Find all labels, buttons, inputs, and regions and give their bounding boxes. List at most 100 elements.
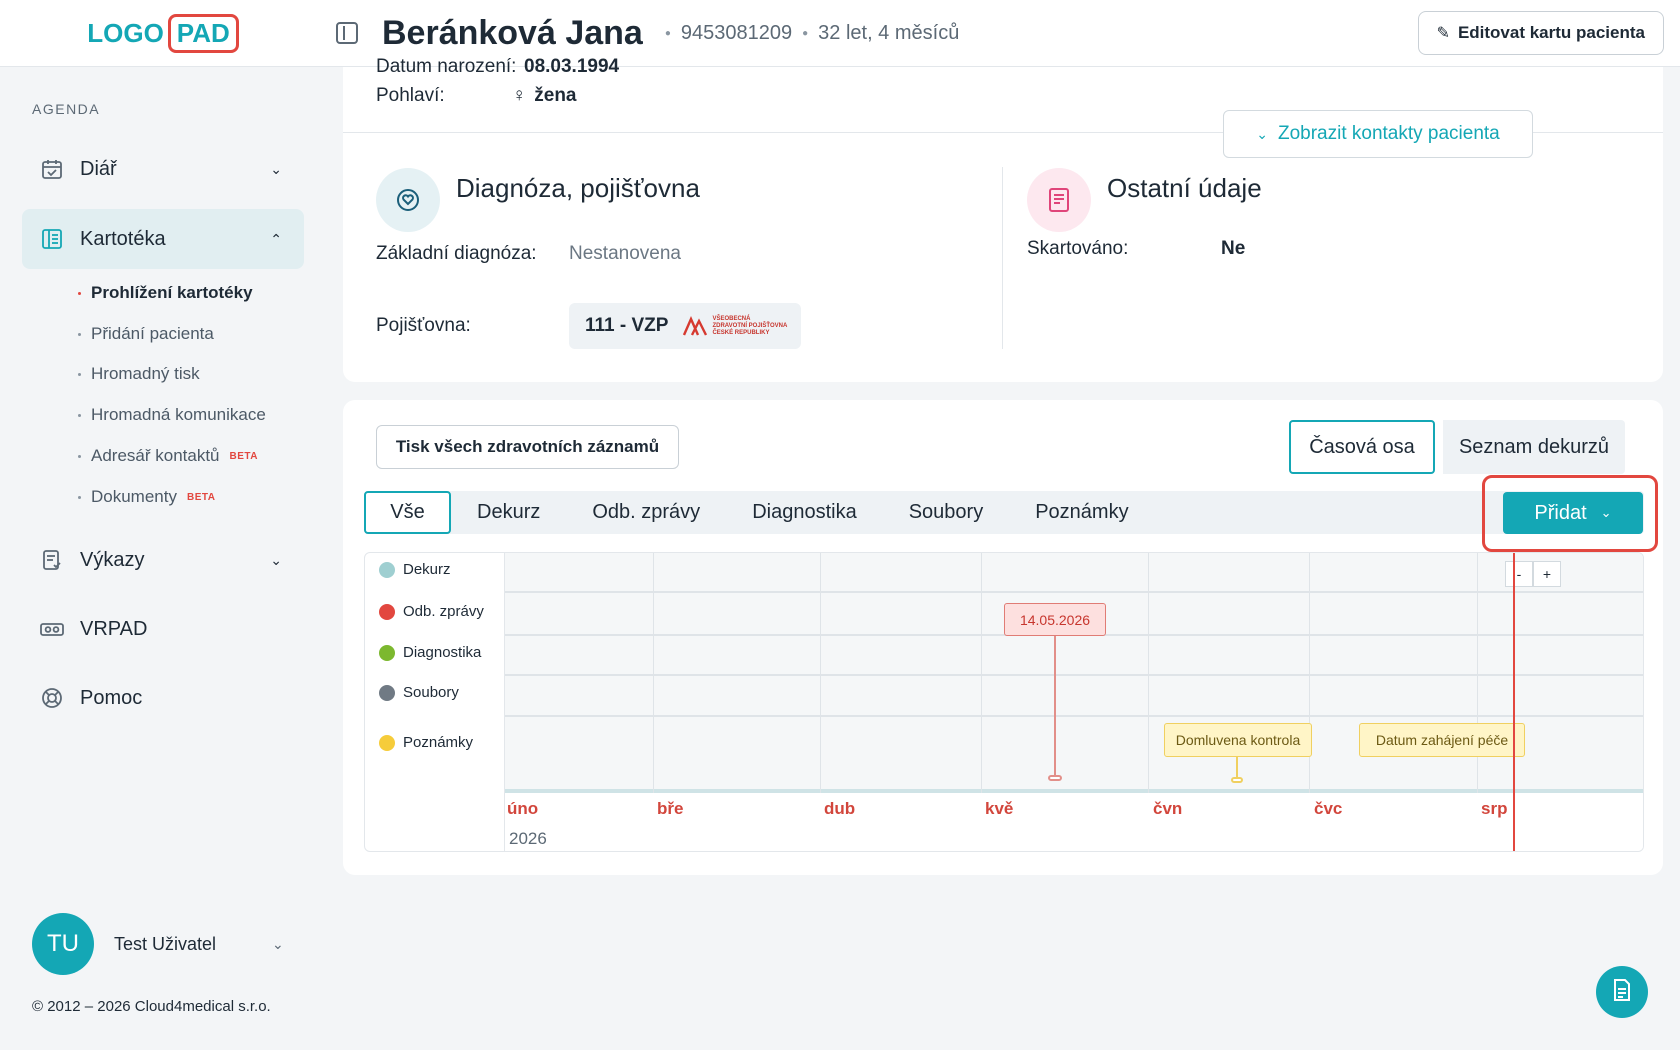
logo-bar: LOGO PAD — [0, 0, 326, 67]
highlight-frame — [1482, 475, 1658, 552]
event-marker — [1231, 777, 1243, 783]
timeline-row-odb-zpravy: Odb. zprávy — [379, 603, 484, 620]
zoom-in-button[interactable]: + — [1533, 561, 1561, 587]
divider — [1002, 167, 1003, 349]
beta-badge: BETA — [186, 491, 216, 503]
event-marker — [1048, 775, 1062, 781]
tab-dekurz[interactable]: Dekurz — [477, 501, 541, 523]
patient-name: Beránková Jana — [382, 13, 643, 52]
health-records-card: Tisk všech zdravotních záznamů Časová os… — [343, 400, 1663, 875]
grid-line — [981, 553, 982, 793]
basic-diagnosis-label: Základní diagnóza: — [376, 243, 537, 264]
bullet-dot — [78, 291, 81, 295]
logo[interactable]: LOGO PAD — [87, 13, 239, 53]
birth-date-label: Datum narození: — [376, 56, 517, 77]
calendar-icon — [40, 157, 64, 181]
timeline-row-label: Diagnostika — [403, 644, 482, 661]
sidebar-subitem-hromadna-komunikace[interactable]: Hromadná komunikace — [78, 405, 266, 425]
show-contacts-label: Zobrazit kontakty pacienta — [1277, 123, 1500, 144]
decourse-list-view-button[interactable]: Seznam dekurzů — [1443, 420, 1625, 474]
sidebar-item-pomoc[interactable]: Pomoc — [22, 668, 304, 728]
tab-all[interactable]: Vše — [364, 491, 451, 534]
sidebar-subitem-adresar[interactable]: Adresář kontaktů BETA — [78, 446, 258, 466]
grid-line — [1309, 553, 1310, 793]
heart-shield-icon — [376, 168, 440, 232]
legend-dot — [379, 684, 395, 701]
sidebar-item-diar[interactable]: Diář ⌄ — [22, 139, 304, 199]
grid-line — [1477, 553, 1478, 793]
timeline-event[interactable]: Datum zahájení péče — [1359, 723, 1525, 757]
document-icon — [1027, 168, 1091, 232]
tab-soubory[interactable]: Soubory — [908, 501, 984, 523]
month-label: čvc — [1314, 799, 1343, 818]
year-label: 2026 — [509, 829, 547, 848]
sidebar-item-label: Diář — [80, 157, 117, 180]
grid-line — [505, 591, 1643, 593]
sidebar-subitem-prohlizeni[interactable]: Prohlížení kartotéky — [78, 283, 253, 303]
document-icon — [1612, 978, 1632, 1007]
records-tabs: Vše Dekurz Odb. zprávy Diagnostika Soubo… — [364, 491, 1644, 534]
timeline[interactable]: Dekurz Odb. zprávy Diagnostika Soubory P… — [364, 552, 1644, 852]
grid-line — [505, 715, 1643, 717]
month-label: bře — [657, 799, 684, 818]
grid-line — [505, 674, 1643, 676]
timeline-row-label: Poznámky — [403, 734, 474, 751]
sex-label: Pohlaví: — [376, 85, 445, 106]
sidebar-subitem-hromadny-tisk[interactable]: Hromadný tisk — [78, 364, 200, 384]
timeline-axis — [505, 793, 1643, 851]
female-icon: ♀ — [512, 85, 527, 106]
sidebar: LOGO PAD AGENDA Diář ⌄ Kartotéka ⌃ Prohl… — [0, 0, 326, 1050]
insurance-badge: 111 - VZP VŠEOBECNÁ ZDRAVOTNÍ POJIŠŤOVNA Č… — [569, 303, 801, 349]
timeline-axis-line — [505, 789, 1643, 793]
birth-date-row: Datum narození: 08.03.1994 — [376, 56, 619, 78]
other-section-title: Ostatní údaje — [1107, 173, 1262, 203]
lifebuoy-icon — [40, 686, 64, 710]
sidebar-subitem-label: Hromadná komunikace — [91, 405, 266, 424]
shredded-value: Ne — [1221, 238, 1246, 259]
basic-diagnosis-value: Nestanovena — [569, 243, 681, 264]
timeline-event[interactable]: 14.05.2026 — [1004, 603, 1106, 636]
add-record-button[interactable]: Přidat ⌄ — [1503, 492, 1643, 534]
chevron-down-icon: ⌄ — [270, 551, 282, 568]
beta-badge: BETA — [229, 450, 258, 462]
floating-document-button[interactable] — [1596, 966, 1648, 1018]
grid-line — [1148, 553, 1149, 793]
edit-patient-card-button[interactable]: ✎ Editovat kartu pacienta — [1417, 11, 1664, 55]
timeline-row-label: Soubory — [403, 684, 459, 701]
timeline-view-button[interactable]: Časová osa — [1289, 420, 1435, 474]
user-menu[interactable]: TU Test Uživatel ⌄ — [32, 913, 284, 975]
sidebar-subitem-pridani[interactable]: Přidání pacienta — [78, 324, 214, 344]
insurance-value: 111 - VZP — [585, 315, 669, 336]
tab-diagnostika[interactable]: Diagnostika — [752, 501, 857, 523]
show-contacts-button[interactable]: ⌄ Zobrazit kontakty pacienta — [1223, 110, 1533, 158]
patient-id: 9453081209 — [680, 21, 793, 44]
agenda-label: AGENDA — [32, 101, 101, 117]
page-header: Beránková Jana ● 9453081209 ● 32 let, 4 … — [326, 0, 1680, 67]
sidebar-subitem-label: Prohlížení kartotéky — [91, 283, 253, 302]
sidebar-item-label: Výkazy — [80, 548, 145, 571]
zoom-out-button[interactable]: - — [1505, 561, 1533, 587]
legend-dot — [379, 644, 395, 661]
sidebar-subitem-dokumenty[interactable]: Dokumenty BETA — [78, 487, 215, 507]
sidebar-item-kartoteka[interactable]: Kartotéka ⌃ — [22, 209, 304, 269]
timeline-grid: úno bře dub kvě čvn čvc srp 2026 - + 14.… — [505, 553, 1643, 851]
event-stem — [1054, 636, 1056, 778]
birth-date-value: 08.03.1994 — [524, 56, 620, 77]
sidebar-item-vrpad[interactable]: VRPAD — [22, 599, 304, 659]
timeline-row-label: Dekurz — [403, 561, 451, 578]
sidebar-toggle-icon[interactable] — [336, 22, 358, 44]
tab-odb-zpravy[interactable]: Odb. zprávy — [592, 501, 701, 523]
today-line — [1513, 553, 1515, 851]
chevron-down-icon: ⌄ — [1256, 125, 1268, 142]
print-all-records-button[interactable]: Tisk všech zdravotních záznamů — [376, 425, 679, 469]
chevron-down-icon: ⌄ — [272, 935, 284, 952]
separator-dot: ● — [664, 27, 671, 39]
timeline-row-dekurz: Dekurz — [379, 561, 451, 578]
insurance-label: Pojišťovna: — [376, 315, 471, 336]
chevron-down-icon: ⌄ — [270, 160, 282, 177]
legend-dot — [379, 734, 395, 751]
zoom-controls: - + — [1505, 561, 1561, 587]
timeline-event[interactable]: Domluvena kontrola — [1164, 723, 1312, 757]
sidebar-item-vykazy[interactable]: Výkazy ⌄ — [22, 530, 304, 590]
tab-poznamky[interactable]: Poznámky — [1035, 501, 1129, 523]
